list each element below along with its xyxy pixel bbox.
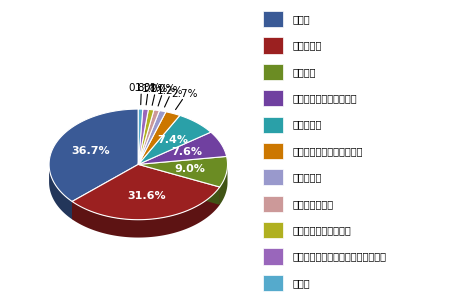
Bar bbox=[263, 64, 283, 80]
Polygon shape bbox=[138, 164, 220, 205]
Text: 現代自動車: 現代自動車 bbox=[292, 120, 322, 130]
Polygon shape bbox=[72, 187, 220, 238]
Bar bbox=[263, 90, 283, 106]
Polygon shape bbox=[138, 115, 211, 164]
Polygon shape bbox=[138, 111, 166, 164]
Text: 0.8%: 0.8% bbox=[128, 83, 154, 93]
Text: マンド: マンド bbox=[292, 14, 310, 24]
Polygon shape bbox=[138, 132, 227, 164]
Text: 1.0%: 1.0% bbox=[149, 84, 176, 94]
Text: ルカス・オート・モティブ: ルカス・オート・モティブ bbox=[292, 146, 363, 156]
Text: 9.0%: 9.0% bbox=[174, 164, 205, 174]
Text: 2.7%: 2.7% bbox=[171, 88, 197, 98]
Polygon shape bbox=[138, 110, 160, 164]
Text: コンチネンタル・オート・モティブ: コンチネンタル・オート・モティブ bbox=[292, 252, 386, 262]
Bar bbox=[263, 143, 283, 159]
Text: 31.6%: 31.6% bbox=[127, 191, 165, 201]
Bar bbox=[263, 196, 283, 212]
Bar bbox=[263, 117, 283, 133]
Text: 韓国デルファイ: 韓国デルファイ bbox=[292, 199, 334, 209]
Text: 1.0%: 1.0% bbox=[135, 83, 161, 93]
Text: ミシュラン: ミシュラン bbox=[292, 172, 322, 182]
Polygon shape bbox=[72, 164, 138, 219]
Text: 7.4%: 7.4% bbox=[157, 135, 188, 145]
Polygon shape bbox=[138, 164, 220, 205]
Text: 1.2%: 1.2% bbox=[157, 85, 183, 95]
Bar bbox=[263, 169, 283, 185]
Polygon shape bbox=[49, 165, 72, 219]
Polygon shape bbox=[138, 156, 228, 187]
Bar bbox=[263, 275, 283, 291]
Text: その他: その他 bbox=[292, 278, 310, 288]
Bar bbox=[263, 37, 283, 54]
Bar bbox=[263, 11, 283, 27]
Text: 1.0%: 1.0% bbox=[142, 84, 168, 94]
Text: 現代モビス: 現代モビス bbox=[292, 40, 322, 50]
Polygon shape bbox=[220, 164, 228, 205]
Polygon shape bbox=[138, 112, 180, 164]
Text: 7.6%: 7.6% bbox=[171, 147, 202, 157]
Polygon shape bbox=[138, 109, 143, 164]
Text: 36.7%: 36.7% bbox=[72, 146, 110, 156]
Polygon shape bbox=[49, 109, 138, 201]
Polygon shape bbox=[138, 109, 148, 164]
Bar bbox=[263, 248, 283, 265]
Text: 日立オート・モティブ: 日立オート・モティブ bbox=[292, 225, 351, 235]
Polygon shape bbox=[72, 164, 138, 219]
Text: コンチネンタル・テベス: コンチネンタル・テベス bbox=[292, 93, 357, 103]
Polygon shape bbox=[138, 109, 154, 164]
Bar bbox=[263, 222, 283, 238]
Polygon shape bbox=[72, 164, 220, 220]
Text: ボッシュ: ボッシュ bbox=[292, 67, 316, 77]
